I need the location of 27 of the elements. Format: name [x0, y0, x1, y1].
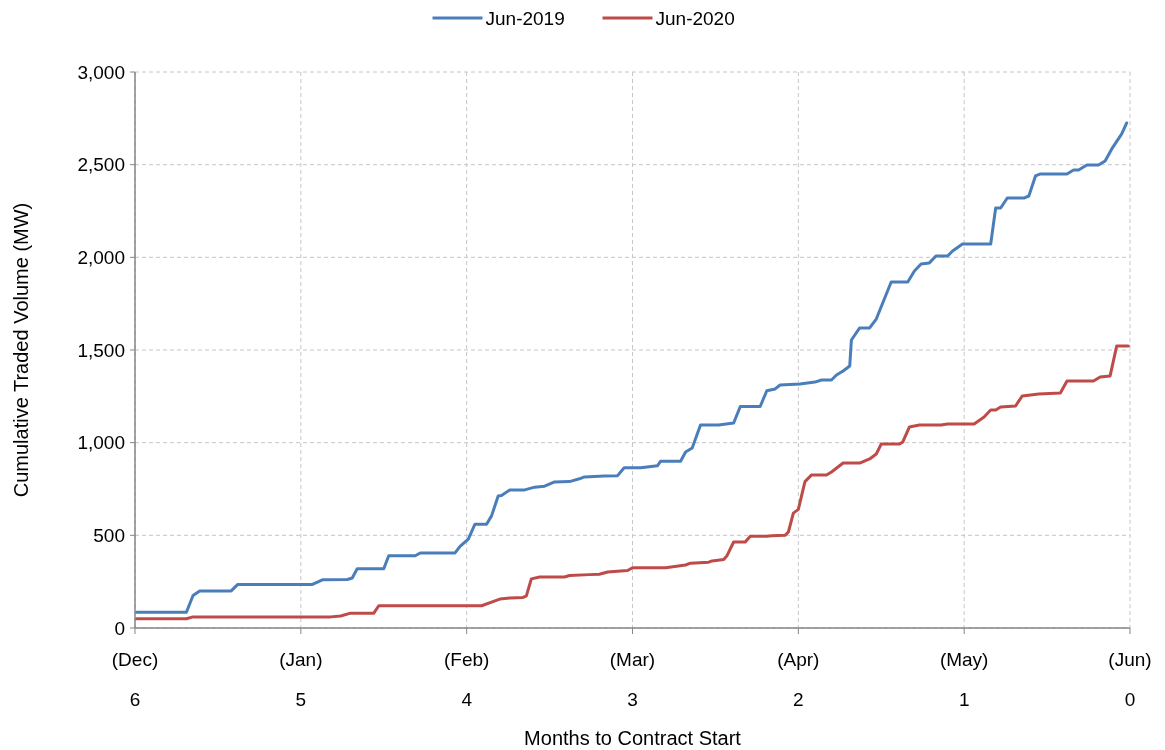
y-tick-label: 3,000	[77, 61, 125, 83]
y-tick-label: 500	[93, 524, 125, 546]
text: (Apr)	[777, 649, 820, 670]
y-axis-title: Cumulative Traded Volume (MW)	[10, 202, 32, 498]
legend-label: Jun-2020	[655, 7, 735, 29]
text: (May)	[939, 649, 989, 670]
y-tick-label: 1,000	[77, 432, 125, 454]
text: (Dec)	[111, 649, 159, 670]
line-series	[135, 344, 1130, 621]
text: (Jun)	[1108, 649, 1152, 670]
text: (Feb)	[443, 649, 490, 670]
x-tick-label: 4	[461, 689, 473, 710]
x-tick-label: 0	[1124, 689, 1136, 710]
y-tick-label: 2,000	[77, 246, 125, 268]
x-tick-label: 3	[627, 689, 638, 710]
x-tick-label: 2	[793, 689, 804, 710]
text: (Mar)	[609, 649, 656, 670]
y-tick-label: 2,500	[77, 154, 125, 176]
x-tick-label: 6	[129, 689, 141, 710]
x-tick-label: 5	[295, 689, 307, 710]
x-axis-title: Months to Contract Start	[524, 727, 742, 749]
x-tick-label: 1	[958, 689, 970, 710]
legend-label: Jun-2019	[485, 7, 565, 29]
y-tick-label: 0	[114, 617, 125, 639]
line-series	[135, 121, 1129, 614]
text: (Jan)	[279, 649, 323, 670]
y-tick-label: 1,500	[77, 339, 125, 361]
